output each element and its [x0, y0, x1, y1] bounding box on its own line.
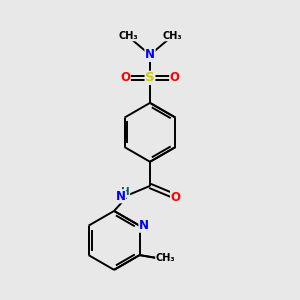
Text: O: O: [170, 71, 180, 84]
Text: CH₃: CH₃: [162, 31, 182, 41]
Text: N: N: [116, 190, 126, 203]
Text: CH₃: CH₃: [156, 253, 175, 263]
Text: N: N: [145, 48, 155, 62]
Text: O: O: [120, 71, 130, 84]
Text: N: N: [139, 219, 149, 232]
Text: S: S: [145, 71, 155, 84]
Text: H: H: [121, 188, 130, 197]
Text: O: O: [171, 190, 181, 204]
Text: CH₃: CH₃: [118, 31, 138, 41]
